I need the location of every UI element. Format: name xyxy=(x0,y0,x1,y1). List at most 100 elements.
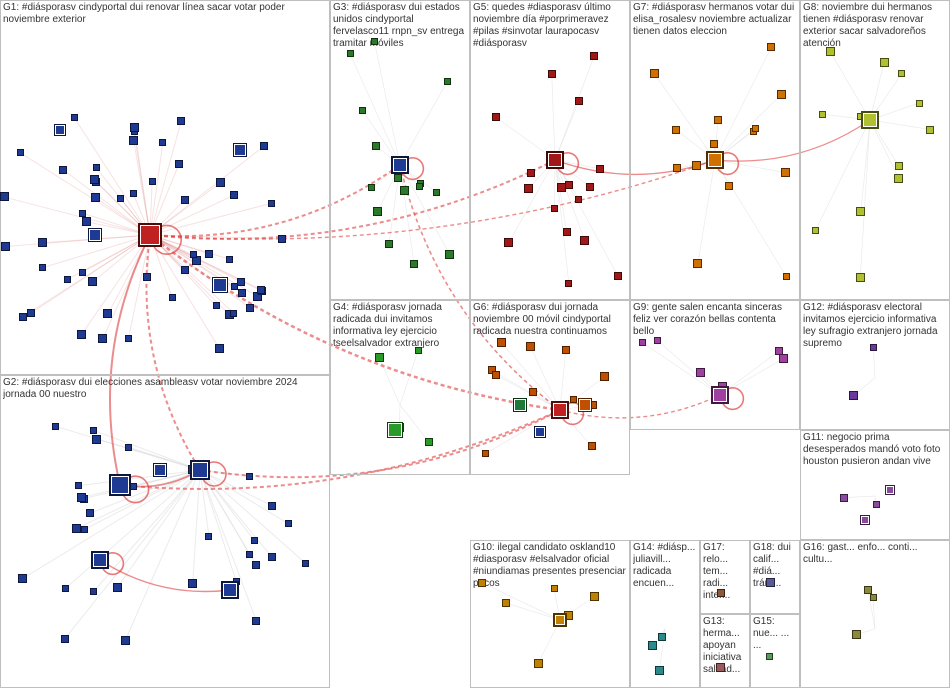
graph-node xyxy=(504,238,513,247)
graph-node xyxy=(91,193,100,202)
graph-node xyxy=(415,347,422,354)
graph-node xyxy=(898,70,905,77)
graph-node xyxy=(72,524,81,533)
panel-label: G13: herma... apoyan iniciativa salvad..… xyxy=(703,616,747,676)
graph-node xyxy=(372,142,380,150)
graph-node xyxy=(672,126,680,134)
graph-node-medium xyxy=(513,398,527,412)
graph-node xyxy=(246,304,254,312)
hub-node xyxy=(391,156,409,174)
graph-node xyxy=(129,136,138,145)
panel-g14: G14: #diásp... juliavill... radicada enc… xyxy=(630,540,700,688)
graph-node xyxy=(61,635,69,643)
panel-label: G7: #diásporasv hermanos votar dui elisa… xyxy=(633,2,797,38)
graph-node xyxy=(650,69,659,78)
graph-node xyxy=(190,251,197,258)
graph-node xyxy=(614,272,622,280)
graph-node xyxy=(529,388,537,396)
graph-node xyxy=(121,636,130,645)
hub-node xyxy=(553,613,567,627)
graph-node xyxy=(359,107,366,114)
graph-node xyxy=(373,207,382,216)
graph-node xyxy=(90,427,97,434)
graph-node xyxy=(767,43,775,51)
graph-node xyxy=(575,97,583,105)
graph-node xyxy=(252,561,260,569)
graph-node xyxy=(238,289,246,297)
graph-node xyxy=(368,184,375,191)
graph-node xyxy=(71,114,78,121)
graph-node xyxy=(205,533,212,540)
graph-node-medium xyxy=(88,228,102,242)
graph-node xyxy=(551,205,558,212)
graph-node xyxy=(216,178,225,187)
hub-node xyxy=(190,460,210,480)
hub-node xyxy=(109,474,131,496)
graph-node xyxy=(246,473,253,480)
graph-node xyxy=(0,192,9,201)
graph-node xyxy=(895,162,903,170)
graph-node xyxy=(117,195,124,202)
graph-node xyxy=(130,483,137,490)
panel-label: G9: gente salen encanta sinceras feliz v… xyxy=(633,302,797,338)
graph-node xyxy=(302,560,309,567)
panel-g1: G1: #diásporasv cindyportal dui renovar … xyxy=(0,0,330,375)
graph-node xyxy=(534,659,543,668)
graph-node xyxy=(563,228,571,236)
graph-node xyxy=(444,78,451,85)
panel-label: G1: #diásporasv cindyportal dui renovar … xyxy=(3,2,327,26)
graph-node xyxy=(580,236,589,245)
graph-node xyxy=(38,238,47,247)
graph-node xyxy=(565,280,572,287)
graph-node xyxy=(492,113,500,121)
graph-node xyxy=(873,501,880,508)
hub-node xyxy=(138,223,162,247)
graph-node xyxy=(260,142,268,150)
graph-node xyxy=(177,117,185,125)
panel-label: G2: #diásporasv dui elecciones asambleas… xyxy=(3,377,327,401)
graph-node xyxy=(840,494,848,502)
graph-node xyxy=(710,140,718,148)
graph-node xyxy=(433,189,440,196)
graph-node xyxy=(692,161,701,170)
graph-node xyxy=(849,391,858,400)
graph-node xyxy=(125,335,132,342)
hub-node xyxy=(91,551,109,569)
graph-node xyxy=(673,164,681,172)
graph-node xyxy=(416,183,423,190)
graph-node xyxy=(445,250,454,259)
graph-node xyxy=(655,666,664,675)
graph-node xyxy=(482,450,489,457)
graph-node xyxy=(205,250,213,258)
network-canvas: { "canvas": { "width": 950, "height": 68… xyxy=(0,0,950,688)
graph-node xyxy=(175,160,183,168)
graph-node xyxy=(19,313,27,321)
graph-node xyxy=(149,178,156,185)
panel-g15: G15: nue... ... ... xyxy=(750,614,800,688)
graph-node xyxy=(27,309,35,317)
panel-g4: G4: #diásporasv jornada radicada dui inv… xyxy=(330,300,470,475)
graph-node xyxy=(400,186,409,195)
hub-node xyxy=(546,151,564,169)
graph-node xyxy=(600,372,609,381)
graph-node xyxy=(639,339,646,346)
panel-g5: G5: quedes #diasporasv último noviembre … xyxy=(470,0,630,300)
graph-node xyxy=(596,165,604,173)
graph-node xyxy=(894,174,903,183)
graph-node xyxy=(575,196,582,203)
graph-node-medium xyxy=(54,124,66,136)
panel-g12: G12: #diásporasv electoral invitamos eje… xyxy=(800,300,950,430)
hub-node xyxy=(221,581,239,599)
graph-node xyxy=(425,438,433,446)
graph-node xyxy=(693,259,702,268)
panel-label: G8: noviembre dui hermanos tienen #diásp… xyxy=(803,2,947,50)
hub-node xyxy=(711,386,729,404)
panel-label: G14: #diásp... juliavill... radicada enc… xyxy=(633,542,697,590)
graph-node xyxy=(252,617,260,625)
graph-node xyxy=(870,344,877,351)
graph-node xyxy=(766,653,773,660)
graph-node xyxy=(75,482,82,489)
graph-node xyxy=(93,164,100,171)
graph-node xyxy=(725,182,733,190)
graph-node xyxy=(52,423,59,430)
